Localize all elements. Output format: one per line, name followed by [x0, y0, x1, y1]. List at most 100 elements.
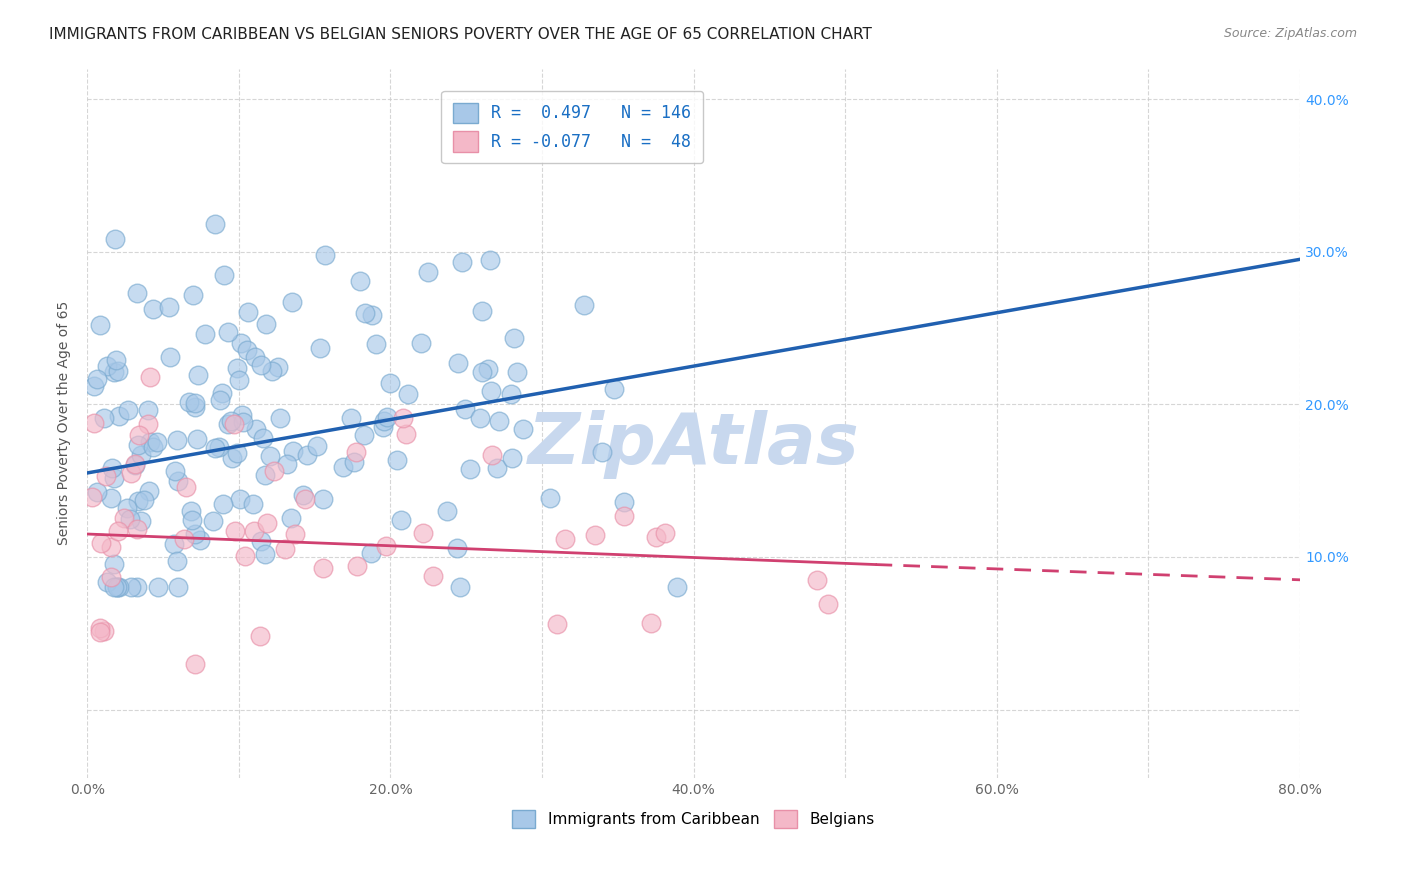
Point	[371, 420, 394, 434]
Point	[217, 417, 239, 431]
Point	[104, 232, 127, 246]
Text: Source: ZipAtlas.com: Source: ZipAtlas.com	[1223, 27, 1357, 40]
Point	[94, 469, 117, 483]
Point	[224, 417, 246, 431]
Point	[125, 581, 148, 595]
Point	[107, 364, 129, 378]
Point	[391, 411, 413, 425]
Point	[506, 366, 529, 380]
Point	[538, 491, 561, 505]
Point	[485, 461, 508, 475]
Point	[108, 581, 131, 595]
Point	[134, 492, 156, 507]
Point	[332, 459, 354, 474]
Point	[353, 428, 375, 442]
Point	[139, 369, 162, 384]
Point	[136, 417, 159, 431]
Point	[343, 454, 366, 468]
Point	[395, 427, 418, 442]
Point	[89, 621, 111, 635]
Point	[100, 570, 122, 584]
Point	[236, 304, 259, 318]
Point	[103, 365, 125, 379]
Point	[242, 497, 264, 511]
Point	[344, 444, 367, 458]
Point	[142, 440, 165, 454]
Point	[184, 657, 207, 671]
Point	[184, 400, 207, 414]
Point	[157, 300, 180, 314]
Point	[166, 581, 188, 595]
Point	[184, 396, 207, 410]
Point	[477, 362, 499, 376]
Point	[375, 539, 398, 553]
Point	[250, 534, 273, 549]
Point	[613, 495, 636, 509]
Point	[129, 515, 152, 529]
Point	[280, 294, 302, 309]
Point	[103, 581, 125, 595]
Point	[208, 393, 231, 408]
Point	[112, 511, 135, 525]
Point	[380, 376, 402, 390]
Point	[254, 317, 277, 331]
Point	[263, 464, 285, 478]
Point	[269, 411, 291, 425]
Point	[232, 415, 254, 429]
Point	[224, 524, 246, 539]
Point	[499, 387, 522, 401]
Point	[100, 540, 122, 554]
Point	[546, 617, 568, 632]
Point	[80, 490, 103, 504]
Point	[128, 427, 150, 442]
Point	[645, 530, 668, 544]
Point	[83, 378, 105, 392]
Point	[86, 485, 108, 500]
Point	[422, 569, 444, 583]
Point	[226, 445, 249, 459]
Point	[229, 492, 252, 507]
Point	[446, 541, 468, 556]
Point	[254, 468, 277, 483]
Point	[208, 440, 231, 454]
Point	[228, 373, 250, 387]
Point	[454, 401, 477, 416]
Point	[96, 359, 118, 373]
Point	[104, 353, 127, 368]
Point	[211, 386, 233, 401]
Point	[353, 306, 375, 320]
Point	[409, 336, 432, 351]
Point	[180, 503, 202, 517]
Point	[396, 387, 419, 401]
Point	[312, 491, 335, 506]
Point	[280, 511, 302, 525]
Point	[479, 384, 502, 399]
Point	[262, 364, 284, 378]
Point	[603, 382, 626, 396]
Point	[105, 581, 128, 595]
Y-axis label: Seniors Poverty Over the Age of 65: Seniors Poverty Over the Age of 65	[58, 301, 72, 546]
Point	[124, 458, 146, 472]
Point	[479, 252, 502, 267]
Point	[471, 303, 494, 318]
Point	[243, 524, 266, 538]
Point	[183, 287, 205, 301]
Point	[186, 432, 208, 446]
Point	[309, 341, 332, 355]
Point	[640, 616, 662, 631]
Point	[512, 422, 534, 436]
Point	[276, 457, 298, 471]
Point	[221, 451, 243, 466]
Point	[375, 409, 398, 424]
Point	[252, 431, 274, 445]
Point	[120, 466, 142, 480]
Point	[212, 268, 235, 283]
Point	[138, 403, 160, 417]
Point	[90, 536, 112, 550]
Point	[360, 308, 382, 322]
Point	[83, 416, 105, 430]
Point	[339, 411, 361, 425]
Point	[236, 343, 259, 358]
Point	[436, 504, 458, 518]
Point	[125, 286, 148, 301]
